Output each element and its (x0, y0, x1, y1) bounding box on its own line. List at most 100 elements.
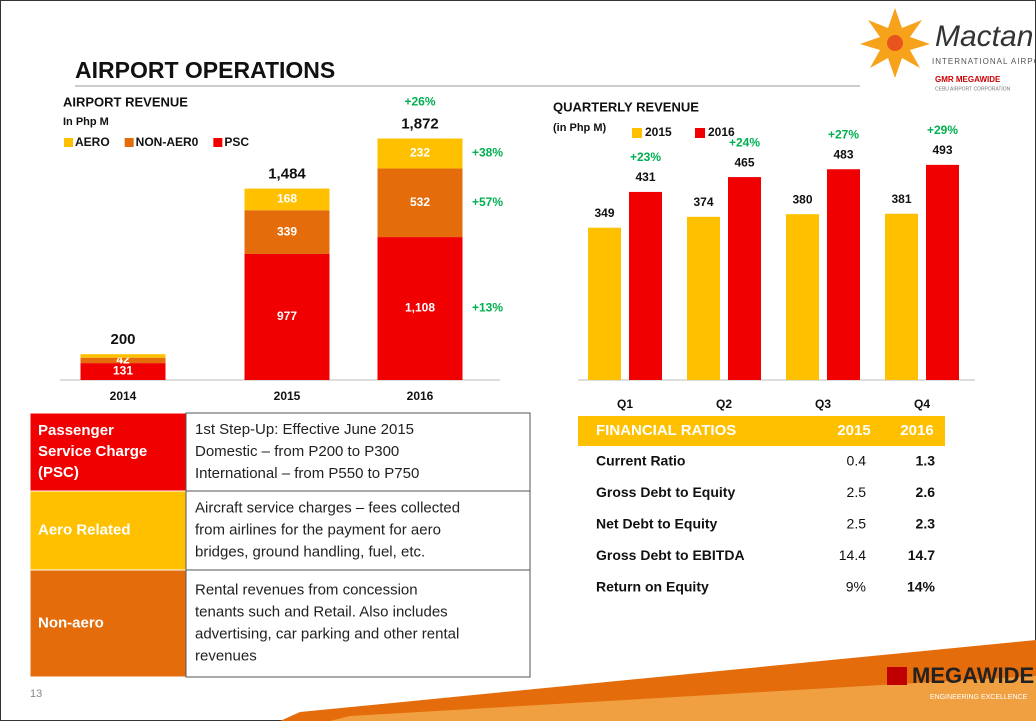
growth-label: +27% (828, 127, 859, 141)
ratios-cell: 14.7 (908, 547, 935, 563)
airport-logo (860, 8, 930, 78)
x-tick-label: Q1 (617, 397, 633, 411)
row-text: revenues (195, 647, 257, 664)
total-label: 200 (110, 331, 135, 348)
bar-segment (80, 354, 166, 358)
row-text: International – from P550 to P750 (195, 465, 419, 482)
legend-swatch (632, 128, 642, 138)
total-label: 1,872 (401, 115, 439, 132)
slide-title: AIRPORT OPERATIONS (75, 57, 335, 83)
ratios-cell: 9% (846, 579, 866, 595)
corp-sub: CEBU AIRPORT CORPORATION (935, 86, 1011, 92)
bar-segment (377, 138, 463, 169)
legend-label: AERO (75, 135, 110, 149)
legend-label: 2016 (708, 125, 735, 139)
chart-subtitle: In Php M (63, 116, 109, 128)
row-label: Non-aero (38, 614, 104, 631)
legend-label: 2015 (645, 125, 672, 139)
bar (885, 213, 918, 380)
chart-title: AIRPORT REVENUE (63, 94, 188, 109)
data-label: 977 (277, 309, 297, 323)
data-label: 168 (277, 192, 297, 206)
x-tick-label: 2014 (110, 389, 137, 403)
ratios-cell: 2.6 (916, 484, 936, 500)
corp-logo: GMR MEGAWIDE (935, 75, 1001, 84)
growth-label: +26% (404, 95, 435, 109)
row-text: bridges, ground handling, fuel, etc. (195, 543, 425, 560)
data-label: 349 (594, 206, 614, 220)
row-text: Rental revenues from concession (195, 581, 418, 598)
data-label: 532 (410, 195, 430, 209)
row-label: (PSC) (38, 464, 79, 481)
bar (786, 214, 819, 380)
brand: MEGAWIDE (912, 663, 1034, 688)
legend-swatch (64, 138, 73, 147)
bar (827, 169, 860, 380)
swoosh-light (330, 676, 1036, 721)
x-tick-label: 2016 (407, 389, 434, 403)
growth-label: +38% (472, 146, 503, 160)
chart-title: QUARTERLY REVENUE (553, 99, 699, 114)
logo-center (887, 35, 903, 51)
ratios-header-bg (578, 416, 945, 446)
data-label: 381 (891, 192, 911, 206)
data-label: 493 (932, 143, 952, 157)
row-label-cell (29, 569, 187, 678)
ratios-cell: 2.5 (847, 516, 867, 532)
data-label: 131 (113, 364, 133, 378)
ratios-cell: 14.4 (839, 547, 866, 563)
ratios-header: 2016 (900, 422, 933, 439)
total-label: 1,484 (268, 166, 306, 183)
page-number: 13 (30, 688, 42, 700)
ratios-cell: 2.5 (847, 484, 867, 500)
chart-subtitle: (in Php M) (553, 122, 606, 134)
brand-icon (887, 667, 907, 685)
legend-label: PSC (224, 135, 249, 149)
growth-label: +24% (729, 135, 760, 149)
growth-label: +57% (472, 195, 503, 209)
row-label: Service Charge (38, 443, 147, 460)
row-text-cell (185, 412, 531, 492)
ratios-header: 2015 (837, 422, 870, 439)
legend-swatch (695, 128, 705, 138)
ratios-cell: Gross Debt to Equity (596, 484, 735, 500)
data-label: 431 (635, 170, 655, 184)
row-text: Domestic – from P200 to P300 (195, 443, 399, 460)
row-label-cell (29, 412, 187, 492)
row-text: advertising, car parking and other renta… (195, 625, 459, 642)
x-tick-label: 2015 (274, 389, 301, 403)
data-label: 374 (693, 195, 713, 209)
data-label: 483 (833, 147, 853, 161)
ratios-header: FINANCIAL RATIOS (596, 422, 736, 439)
x-tick-label: Q2 (716, 397, 732, 411)
ratios-cell: Return on Equity (596, 579, 709, 595)
bar-segment (377, 168, 463, 238)
row-text: Aircraft service charges – fees collecte… (195, 499, 460, 516)
row-label: Aero Related (38, 521, 131, 538)
data-label: 232 (410, 146, 430, 160)
legend-swatch (124, 138, 134, 147)
ratios-cell: Net Debt to Equity (596, 516, 718, 532)
row-text: 1st Step-Up: Effective June 2015 (195, 421, 414, 438)
logo-sub: INTERNATIONAL AIRPORT (932, 57, 1036, 66)
data-label: 465 (734, 155, 754, 169)
x-tick-label: Q4 (914, 397, 930, 411)
ratios-cell: Gross Debt to EBITDA (596, 547, 745, 563)
bar-segment (244, 210, 330, 254)
legend-label: NON-AER0 (136, 135, 199, 149)
data-label: 339 (277, 224, 297, 238)
legend-swatch (213, 138, 223, 147)
growth-label: +13% (472, 301, 503, 315)
logo-text: Mactan Cebu (935, 20, 1036, 53)
ratios-cell: 14% (907, 579, 936, 595)
x-tick-label: Q3 (815, 397, 831, 411)
bar-segment (244, 253, 330, 380)
row-text-cell (185, 490, 531, 571)
row-label-cell (29, 490, 187, 571)
bar (926, 164, 959, 380)
bar-segment (377, 237, 463, 380)
row-text-cell (185, 569, 531, 678)
bar (687, 216, 720, 380)
ratios-cell: Current Ratio (596, 453, 685, 469)
